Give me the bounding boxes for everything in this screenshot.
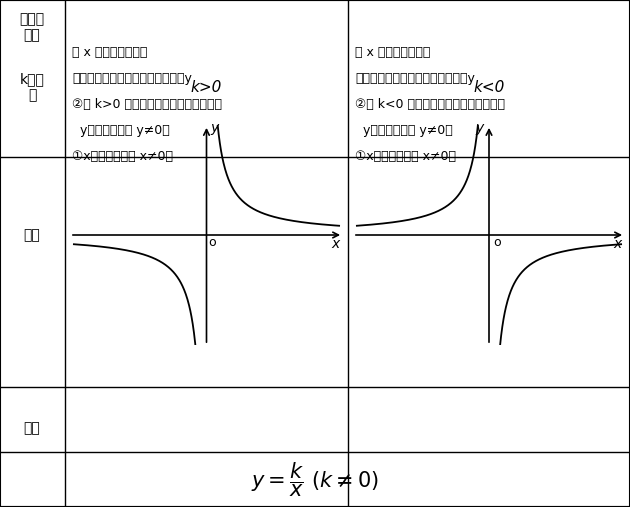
Text: 在第一、三象限。在每个象限内，y: 在第一、三象限。在每个象限内，y xyxy=(72,72,192,85)
Text: 图像: 图像 xyxy=(24,228,40,242)
Text: y的取值范围是 y≠0；: y的取值范围是 y≠0； xyxy=(355,124,453,137)
Text: x: x xyxy=(613,237,621,251)
Text: 随 x 的增大而增大。: 随 x 的增大而增大。 xyxy=(355,46,430,59)
Text: ②当 k<0 时，函数图像的两个分支分别: ②当 k<0 时，函数图像的两个分支分别 xyxy=(355,98,505,111)
Text: k>0: k>0 xyxy=(191,80,222,95)
Text: 在第二、四象限。在每个象限内，y: 在第二、四象限。在每个象限内，y xyxy=(355,72,475,85)
Text: 性质: 性质 xyxy=(24,421,40,436)
Text: y: y xyxy=(210,121,219,135)
Text: y的取值范围是 y≠0；: y的取值范围是 y≠0； xyxy=(72,124,169,137)
Text: o: o xyxy=(209,236,216,249)
Text: y: y xyxy=(475,121,483,135)
Text: o: o xyxy=(493,236,501,249)
Text: k的符
号: k的符 号 xyxy=(20,73,45,102)
Text: ①x的取值范围是 x≠0，: ①x的取值范围是 x≠0， xyxy=(355,150,456,163)
Text: $y = \dfrac{k}{x}\ (k \neq 0)$: $y = \dfrac{k}{x}\ (k \neq 0)$ xyxy=(251,460,379,499)
Text: ①x的取值范围是 x≠0，: ①x的取值范围是 x≠0， xyxy=(72,150,173,163)
Text: 随 x 的增大而减小。: 随 x 的增大而减小。 xyxy=(72,46,147,59)
Text: x: x xyxy=(331,237,340,251)
Text: 反比例
函数: 反比例 函数 xyxy=(20,12,45,43)
Text: k<0: k<0 xyxy=(473,80,505,95)
Text: ②当 k>0 时，函数图像的两个分支分别: ②当 k>0 时，函数图像的两个分支分别 xyxy=(72,98,222,111)
